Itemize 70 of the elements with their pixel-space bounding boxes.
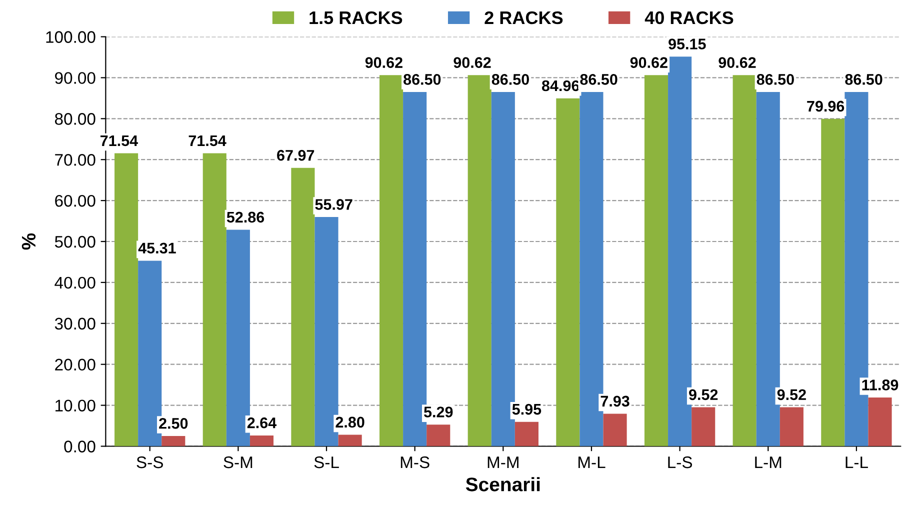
bar: [868, 398, 892, 446]
x-tick-label: L-L: [846, 456, 868, 468]
data-label: 5.29: [424, 406, 453, 418]
x-tick-label: S-S: [136, 456, 163, 468]
x-tick-label: S-M: [224, 456, 252, 468]
y-tick-label: 0.00: [64, 440, 96, 452]
y-axis-title: %: [22, 233, 36, 250]
data-label: 86.50: [404, 74, 441, 85]
y-tick-label: 50.00: [54, 236, 96, 248]
data-label: 86.50: [580, 74, 618, 85]
data-label: 86.50: [845, 74, 882, 85]
bar: [162, 436, 186, 446]
x-tick-label: S-L: [314, 456, 339, 468]
data-label: 79.96: [807, 100, 844, 112]
data-label: 11.89: [862, 380, 898, 390]
data-label: 90.62: [630, 57, 668, 68]
data-label: 45.31: [138, 242, 176, 254]
bar: [514, 422, 538, 446]
data-label: 55.97: [315, 199, 352, 210]
data-label: 90.62: [718, 57, 756, 68]
data-label: 9.52: [689, 389, 718, 400]
bar: [202, 153, 226, 446]
bar: [692, 407, 716, 446]
bar: [338, 434, 362, 446]
bar: [780, 407, 804, 446]
y-tick-label: 100.00: [46, 31, 96, 43]
data-label: 9.52: [777, 389, 806, 400]
bar: [291, 168, 315, 446]
x-tick-label: L-M: [755, 456, 782, 468]
data-label: 90.62: [454, 57, 491, 68]
bar: [603, 414, 627, 446]
x-axis-title: Scenarii: [466, 477, 540, 492]
data-label: 86.50: [492, 74, 529, 85]
y-tick-label: 20.00: [55, 358, 96, 371]
bar: [732, 75, 756, 446]
x-tick-label: M-L: [578, 456, 606, 468]
y-tick-label: 90.00: [55, 72, 96, 84]
y-tick-label: 10.00: [56, 400, 96, 412]
data-label: 95.15: [668, 38, 706, 50]
data-label: 86.50: [756, 74, 794, 85]
x-tick-label: M-M: [488, 456, 518, 468]
data-label: 2.50: [159, 418, 188, 429]
y-tick-label: 30.00: [54, 318, 96, 330]
data-label: 52.86: [226, 212, 264, 223]
bar: [250, 435, 274, 446]
bar: [644, 75, 668, 446]
data-label: 71.54: [100, 135, 138, 146]
data-label: 5.95: [512, 404, 542, 415]
y-tick-label: 80.00: [54, 113, 96, 125]
bar: [821, 118, 845, 446]
x-tick-label: M-S: [400, 456, 430, 468]
data-label: 84.96: [542, 80, 580, 92]
data-label: 7.93: [600, 396, 630, 407]
y-tick-label: 40.00: [54, 276, 96, 289]
data-label: 90.62: [365, 57, 402, 68]
y-tick-label: 60.00: [55, 194, 96, 207]
bar: [556, 98, 580, 446]
legend-label: 2 RACKS: [484, 11, 563, 24]
legend-label: 1.5 RACKS: [310, 11, 402, 24]
data-label: 2.64: [247, 417, 277, 428]
bar: [426, 424, 450, 446]
legend-label: 40 RACKS: [644, 11, 734, 24]
y-tick-label: 70.00: [55, 154, 96, 166]
data-label: 67.97: [277, 150, 314, 161]
x-tick-label: L-S: [668, 456, 692, 468]
bar: [379, 75, 404, 446]
bar: [114, 153, 138, 446]
bar: [468, 75, 492, 446]
data-label: 2.80: [336, 416, 364, 428]
data-label: 71.54: [188, 135, 226, 146]
